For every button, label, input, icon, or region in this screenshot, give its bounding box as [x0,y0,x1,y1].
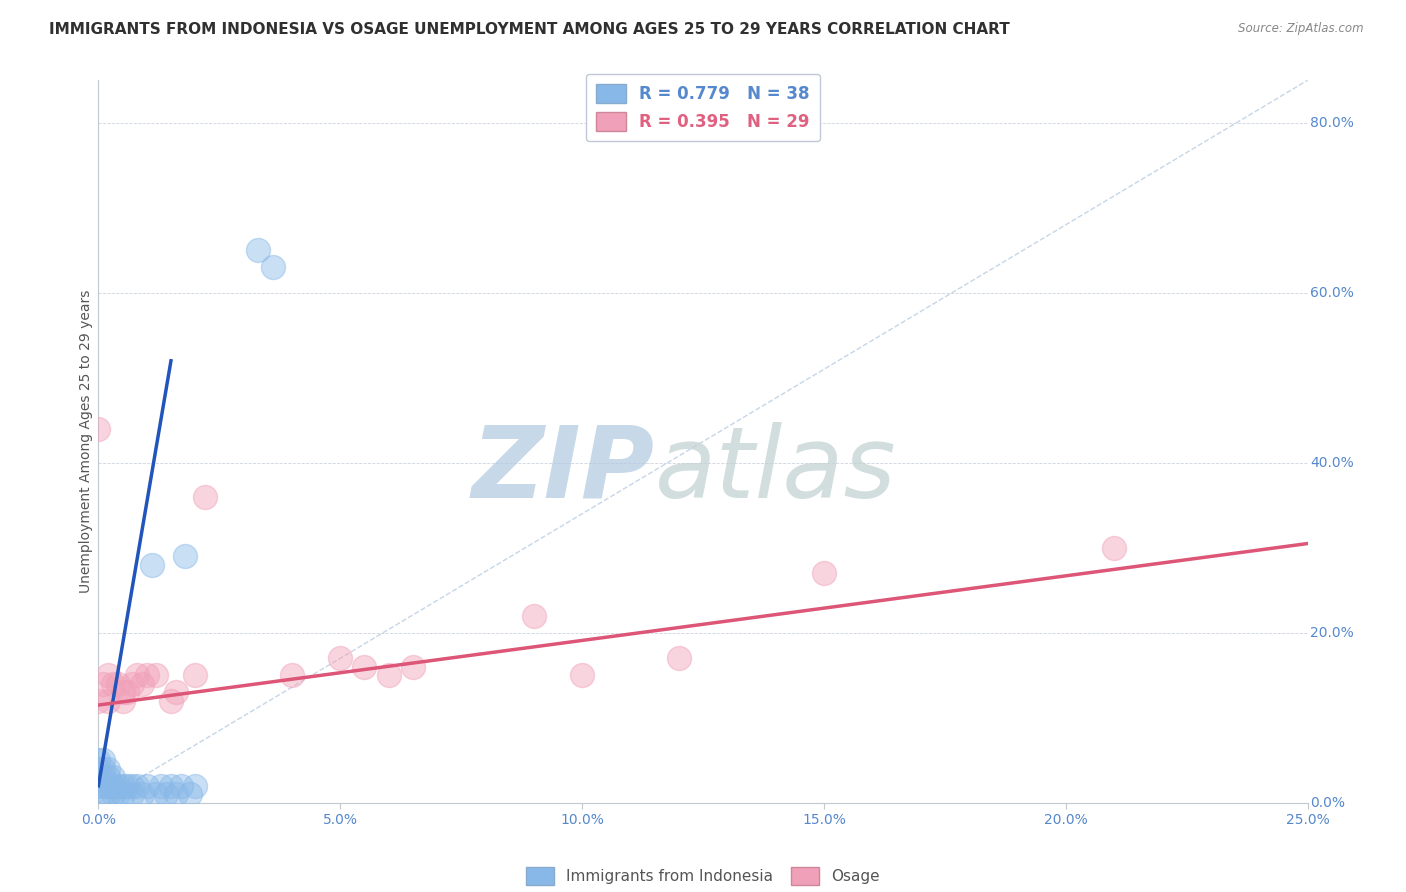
Legend: Immigrants from Indonesia, Osage: Immigrants from Indonesia, Osage [520,861,886,891]
Point [87,694,110,708]
Point [101,770,124,784]
Point [87,753,110,767]
Point [523,608,546,623]
Point [145,787,167,801]
Point [571,668,593,682]
Point [101,787,124,801]
Point [121,779,143,793]
Point [111,694,134,708]
Point [135,779,157,793]
Point [179,787,201,801]
Text: Source: ZipAtlas.com: Source: ZipAtlas.com [1239,22,1364,36]
Point [184,779,207,793]
Point [87,779,110,793]
Point [101,677,124,691]
Point [281,668,304,682]
Text: IMMIGRANTS FROM INDONESIA VS OSAGE UNEMPLOYMENT AMONG AGES 25 TO 29 YEARS CORREL: IMMIGRANTS FROM INDONESIA VS OSAGE UNEMP… [49,22,1010,37]
Point [97,787,120,801]
Text: ZIP: ZIP [471,422,655,519]
Point [91,787,114,801]
Point [247,244,270,258]
Point [91,753,114,767]
Point [1102,541,1125,555]
Y-axis label: Unemployment Among Ages 25 to 29 years: Unemployment Among Ages 25 to 29 years [79,290,93,593]
Point [160,779,183,793]
Point [97,762,120,776]
Point [169,779,191,793]
Point [329,651,352,665]
Point [145,668,167,682]
Point [111,779,134,793]
Text: 0.0%: 0.0% [1310,796,1346,810]
Point [121,677,143,691]
Point [155,787,177,801]
Point [87,422,110,436]
Point [165,787,187,801]
Point [91,762,114,776]
Point [262,260,284,275]
Point [97,694,120,708]
Point [97,770,120,784]
Point [107,779,129,793]
Point [150,779,173,793]
Point [107,677,129,691]
Point [160,694,183,708]
Point [91,779,114,793]
Point [91,677,114,691]
Text: 40.0%: 40.0% [1310,456,1354,470]
Point [111,787,134,801]
Point [353,660,375,674]
Point [87,770,110,784]
Point [121,787,143,801]
Text: 80.0%: 80.0% [1310,116,1354,129]
Point [174,549,197,564]
Point [194,490,217,504]
Point [127,668,149,682]
Point [402,660,425,674]
Point [111,685,134,699]
Point [127,779,149,793]
Point [87,762,110,776]
Point [184,668,207,682]
Point [117,779,139,793]
Point [165,685,187,699]
Text: atlas: atlas [655,422,896,519]
Point [117,685,139,699]
Point [97,668,120,682]
Point [107,787,129,801]
Point [135,668,157,682]
Point [377,668,399,682]
Point [668,651,690,665]
Text: 20.0%: 20.0% [1310,626,1354,640]
Point [91,770,114,784]
Point [97,779,120,793]
Point [141,558,163,572]
Text: 60.0%: 60.0% [1310,285,1354,300]
Point [813,566,835,581]
Point [101,779,124,793]
Point [131,787,153,801]
Point [131,677,153,691]
